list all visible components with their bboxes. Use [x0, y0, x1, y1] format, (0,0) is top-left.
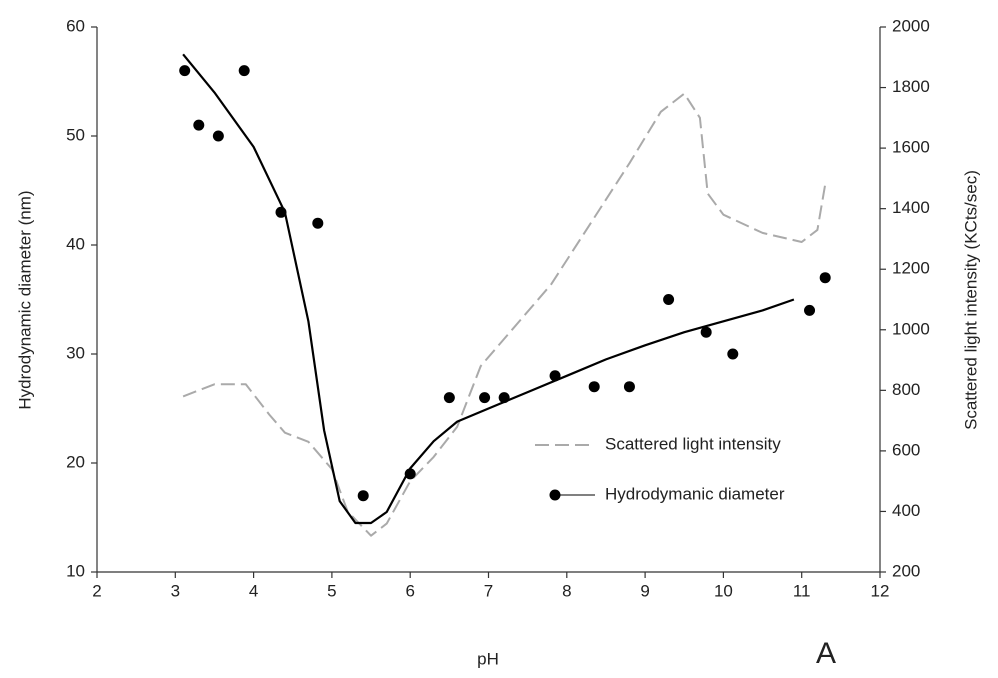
data-point	[357, 490, 369, 502]
y2-tick-label: 2000	[892, 16, 930, 35]
data-point	[212, 130, 224, 142]
x-tick-label: 4	[249, 581, 258, 600]
x-tick-label: 3	[171, 581, 180, 600]
x-tick-label: 7	[484, 581, 493, 600]
fit-line	[182, 53, 795, 525]
y-axis-label: Hydrodynamic diameter (nm)	[15, 190, 34, 409]
y-tick-label: 60	[66, 16, 85, 35]
y-tick-label: 30	[66, 343, 85, 362]
legend-marker	[549, 489, 561, 501]
y2-tick-label: 1800	[892, 77, 930, 96]
y2-tick-label: 800	[892, 380, 920, 399]
data-point	[312, 217, 324, 229]
y-tick-label: 20	[66, 452, 85, 471]
y2-tick-label: 1400	[892, 198, 930, 217]
data-point	[404, 468, 416, 480]
x-tick-label: 6	[405, 581, 414, 600]
x-tick-label: 8	[562, 581, 571, 600]
x-tick-label: 10	[714, 581, 733, 600]
data-point	[727, 348, 739, 360]
data-point	[588, 381, 600, 393]
annotation: A	[816, 637, 836, 670]
dashed-line	[182, 92, 827, 537]
data-point	[819, 272, 831, 284]
legend-label: Hydrodymanic diameter	[605, 484, 785, 503]
x-tick-label: 2	[92, 581, 101, 600]
data-point	[623, 381, 635, 393]
y2-tick-label: 600	[892, 440, 920, 459]
data-point	[443, 392, 455, 404]
data-point	[700, 326, 712, 338]
data-point	[479, 392, 491, 404]
y-tick-label: 50	[66, 125, 85, 144]
x-tick-label: 12	[871, 581, 890, 600]
data-point	[193, 119, 205, 131]
x-axis-label: pH	[477, 649, 499, 668]
y-tick-label: 40	[66, 234, 85, 253]
y2-axis-label: Scattered light intensity (KCts/sec)	[961, 170, 980, 430]
y2-tick-label: 1600	[892, 138, 930, 157]
y2-tick-label: 1200	[892, 259, 930, 278]
y2-tick-label: 400	[892, 501, 920, 520]
x-tick-label: 9	[640, 581, 649, 600]
data-point	[663, 294, 675, 305]
data-point	[238, 65, 250, 77]
x-tick-label: 11	[793, 581, 811, 600]
data-point	[804, 304, 816, 316]
y2-tick-label: 200	[892, 561, 920, 580]
data-point	[179, 65, 191, 77]
x-tick-label: 5	[327, 581, 336, 600]
y-tick-label: 10	[66, 561, 85, 580]
legend-label: Scattered light intensity	[605, 434, 781, 453]
y2-tick-label: 1000	[892, 319, 930, 338]
